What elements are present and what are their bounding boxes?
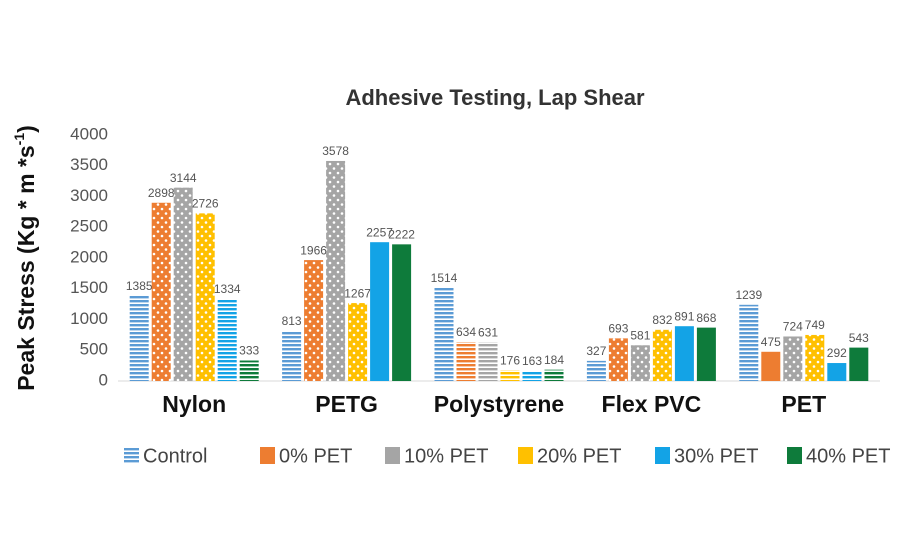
bar [217,298,237,381]
y-label-suffix: ) [13,125,39,133]
bar [522,370,542,381]
bar [456,342,476,381]
legend-label: 20% PET [537,445,621,467]
y-label-text: Peak Stress (Kg * m *s [13,145,39,390]
bar [849,347,869,381]
bar [586,360,606,381]
bar [608,338,628,381]
bar [805,334,825,381]
y-tick-label: 2500 [70,217,108,236]
value-label: 891 [674,309,694,323]
legend-swatch [787,447,802,464]
bar [239,360,259,381]
value-label: 176 [500,353,520,367]
bar [652,329,672,381]
bar [173,187,193,381]
chart-title: Adhesive Testing, Lap Shear [345,85,645,110]
bar [434,287,454,381]
value-label: 1334 [214,282,241,296]
legend-swatch [385,447,400,464]
value-label: 1267 [344,286,371,300]
legend-swatch [655,447,670,464]
value-label: 749 [805,318,825,332]
y-axis-label: Peak Stress (Kg * m *s-1) [11,125,39,391]
x-tick-label: Polystyrene [434,391,564,417]
value-label: 634 [456,325,476,339]
legend-swatch [124,447,139,464]
bar [326,160,346,381]
bar [630,345,650,381]
bar [827,363,847,381]
bar [304,260,324,381]
bar [500,370,520,381]
value-label: 2222 [388,228,415,242]
value-label: 581 [630,328,650,342]
value-label: 543 [849,331,869,345]
bar [674,326,694,381]
bar [783,336,803,381]
y-tick-label: 4000 [70,124,108,143]
legend-label: 30% PET [674,445,758,467]
legend-label: 0% PET [279,445,352,467]
value-label: 292 [827,346,847,360]
legend-swatch [260,447,275,464]
value-label: 2257 [366,225,393,239]
value-label: 631 [478,325,498,339]
y-tick-label: 1000 [70,309,108,328]
y-tick-label: 3500 [70,155,108,174]
bar [392,244,412,381]
legend-label: 40% PET [806,445,890,467]
y-tick-label: 1500 [70,278,108,297]
y-tick-label: 0 [99,370,108,389]
value-label: 813 [282,314,302,328]
value-label: 2898 [148,186,175,200]
value-label: 1385 [126,279,153,293]
value-label: 163 [522,354,542,368]
legend-label: 10% PET [404,445,488,467]
value-label: 832 [652,313,672,327]
bar [129,295,149,381]
value-label: 184 [544,353,564,367]
value-label: 475 [761,335,781,349]
value-label: 1966 [300,243,327,257]
x-tick-label: PETG [315,391,378,417]
y-tick-label: 3000 [70,186,108,205]
y-label-superscript: -1 [11,133,27,146]
bar [478,342,498,381]
bar [151,202,171,381]
bar [696,327,716,381]
bar [739,304,759,381]
bar [370,242,390,381]
value-label: 327 [586,344,606,358]
x-tick-label: Flex PVC [602,391,702,417]
value-label: 724 [783,320,803,334]
bar [195,213,215,381]
value-label: 2726 [192,197,219,211]
value-label: 3144 [170,171,197,185]
bar [348,303,368,381]
x-tick-label: PET [781,391,826,417]
value-label: 1514 [431,271,458,285]
legend-label: Control [143,445,207,467]
value-label: 693 [608,322,628,336]
value-label: 3578 [322,144,349,158]
x-tick-label: Nylon [162,391,226,417]
value-label: 868 [696,311,716,325]
y-tick-label: 500 [80,340,108,359]
bar [282,331,302,381]
value-label: 333 [239,344,259,358]
y-tick-label: 2000 [70,247,108,266]
bar [761,351,781,381]
bar [544,369,564,381]
legend-swatch [518,447,533,464]
value-label: 1239 [735,288,762,302]
